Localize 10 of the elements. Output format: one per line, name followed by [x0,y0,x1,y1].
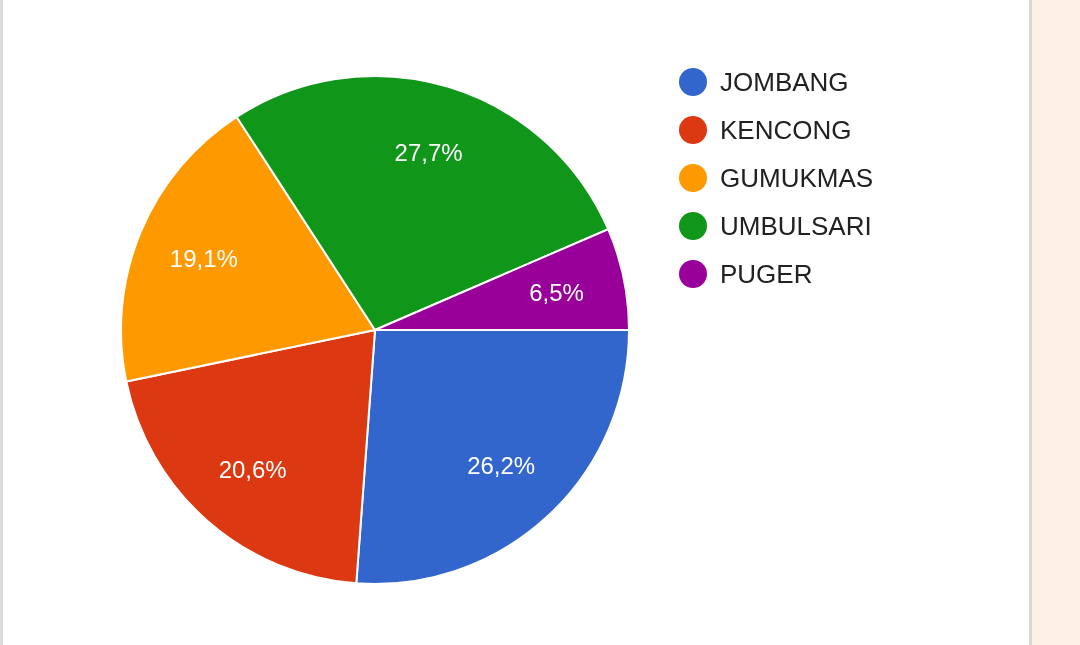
legend-label: KENCONG [720,115,852,145]
data-label: 20,6% [218,455,287,483]
legend-label: JOMBANG [720,67,849,97]
legend-label: UMBULSARI [720,211,872,241]
data-label: 6,5% [529,278,584,306]
data-label: 26,2% [467,452,536,480]
legend-label: GUMUKMAS [720,163,874,193]
legend-label: PUGER [720,259,813,289]
data-label: 19,1% [169,245,238,273]
data-label: 27,7% [394,139,463,167]
